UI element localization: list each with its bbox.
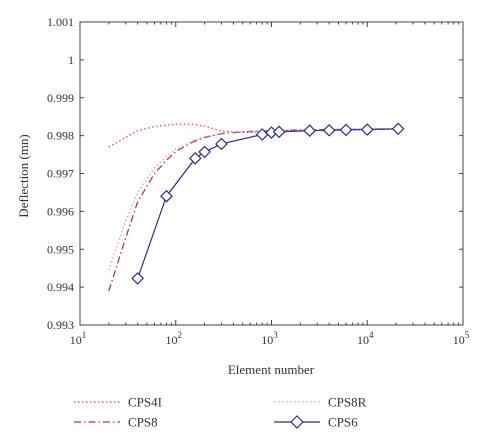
legend-label-cps4i: CPS4I bbox=[128, 395, 162, 410]
y-tick-label: 0.993 bbox=[47, 318, 74, 332]
series-layer bbox=[108, 122, 405, 292]
legend-label-cps8: CPS8 bbox=[128, 415, 158, 430]
series-cps4i bbox=[108, 123, 397, 148]
data-point-cps6 bbox=[198, 145, 211, 159]
data-point-cps6 bbox=[131, 272, 144, 285]
data-point-cps6 bbox=[215, 137, 228, 151]
x-tick-exponent: 3 bbox=[273, 330, 278, 340]
legend-item-cps8r: CPS8R bbox=[274, 395, 367, 410]
legend-item-cps6: CPS6 bbox=[274, 415, 358, 430]
x-tick-exponent: 2 bbox=[178, 330, 183, 340]
x-tick-exponent: 4 bbox=[369, 330, 374, 340]
data-point-cps6 bbox=[322, 123, 336, 137]
data-point-cps6 bbox=[339, 123, 353, 137]
x-tick-exponent: 5 bbox=[465, 330, 470, 340]
series-cps8 bbox=[108, 128, 397, 292]
x-axis-label: Element number bbox=[228, 362, 315, 377]
x-tick-label: 101 bbox=[70, 330, 87, 347]
legend-label-cps6: CPS6 bbox=[328, 415, 358, 430]
y-tick-label: 0.999 bbox=[47, 91, 74, 105]
series-line-cps6 bbox=[137, 128, 399, 279]
y-tick-label: 0.995 bbox=[47, 242, 74, 256]
y-tick-label: 0.994 bbox=[47, 280, 74, 294]
data-point-cps6 bbox=[272, 125, 286, 139]
y-tick-label: 1 bbox=[68, 53, 74, 67]
y-tick-label: 0.997 bbox=[47, 167, 74, 181]
x-tick-label: 105 bbox=[453, 330, 470, 347]
data-point-cps6 bbox=[391, 122, 405, 136]
series-line-cps4i bbox=[108, 123, 397, 148]
data-point-cps6 bbox=[303, 124, 316, 138]
x-tick-label: 102 bbox=[166, 330, 183, 347]
series-line-cps8 bbox=[108, 128, 397, 292]
x-tick-label: 103 bbox=[261, 330, 278, 347]
y-axis-label: Deflection (mn) bbox=[16, 134, 31, 217]
legend-marker-cps6 bbox=[290, 415, 304, 429]
x-tick-exponent: 1 bbox=[82, 330, 87, 340]
y-tick-label: 0.996 bbox=[47, 204, 74, 218]
x-tick-label: 104 bbox=[357, 330, 374, 347]
legend-label-cps8r: CPS8R bbox=[328, 395, 367, 410]
y-tick-label: 1.001 bbox=[47, 15, 74, 29]
series-cps6 bbox=[131, 122, 405, 285]
legend-item-cps8: CPS8 bbox=[74, 415, 158, 430]
data-point-cps6 bbox=[360, 123, 374, 136]
data-point-cps6 bbox=[160, 189, 173, 203]
axes-layer: 0.993 0.994 0.995 0.996 0.997 0.998 0.999 1 1.00… bbox=[47, 15, 470, 347]
legend-item-cps4i: CPS4I bbox=[74, 395, 162, 410]
series-cps8r bbox=[108, 128, 397, 271]
y-tick-label: 0.998 bbox=[47, 129, 74, 143]
legend: CPS4I CPS8R CPS8 CPS6 bbox=[74, 395, 367, 430]
data-point-cps6 bbox=[188, 152, 202, 165]
series-line-cps8r bbox=[108, 128, 397, 271]
